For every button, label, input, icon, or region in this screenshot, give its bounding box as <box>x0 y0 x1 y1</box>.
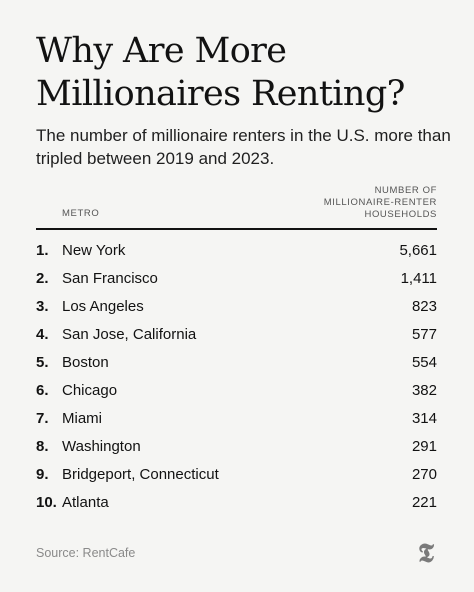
source-note: Source: RentCafe <box>36 546 136 560</box>
nyt-t-logo-icon: 𝕿 <box>418 539 434 569</box>
table-body: 1. New York 5,661 2. San Francisco 1,411… <box>36 236 437 516</box>
row-rank: 1. <box>36 241 49 259</box>
row-rank: 8. <box>36 437 49 455</box>
row-rank: 4. <box>36 325 49 343</box>
table-row: 1. New York 5,661 <box>36 236 437 264</box>
row-metro: San Francisco <box>62 269 158 287</box>
chart-title: Why Are More Millionaires Renting? <box>36 31 405 114</box>
row-metro: San Jose, California <box>62 325 197 343</box>
row-rank: 6. <box>36 381 49 399</box>
table-row: 6. Chicago 382 <box>36 376 437 404</box>
row-metro: Bridgeport, Connecticut <box>62 465 219 483</box>
table-row: 9. Bridgeport, Connecticut 270 <box>36 460 437 488</box>
row-metro: New York <box>62 241 126 259</box>
row-rank: 5. <box>36 353 49 371</box>
row-value: 823 <box>411 297 437 315</box>
table-row: 4. San Jose, California 577 <box>36 320 437 348</box>
table-row: 3. Los Angeles 823 <box>36 292 437 320</box>
header-rule <box>36 228 437 230</box>
column-header-value-line-3: HOUSEHOLDS <box>364 209 437 220</box>
row-rank: 10. <box>36 493 57 511</box>
table-row: 7. Miami 314 <box>36 404 437 432</box>
table-row: 5. Boston 554 <box>36 348 437 376</box>
row-value: 270 <box>411 465 437 483</box>
table-row: 2. San Francisco 1,411 <box>36 264 437 292</box>
column-header-value-line-1: NUMBER OF <box>374 185 437 196</box>
row-value: 382 <box>411 381 437 399</box>
table-row: 8. Washington 291 <box>36 432 437 460</box>
row-metro: Washington <box>62 437 141 455</box>
row-metro: Boston <box>62 353 109 371</box>
row-value: 314 <box>411 409 437 427</box>
row-value: 554 <box>411 353 437 371</box>
row-metro: Atlanta <box>62 493 109 511</box>
row-rank: 7. <box>36 409 49 427</box>
row-value: 1,411 <box>400 269 437 287</box>
row-value: 5,661 <box>399 241 437 259</box>
table-row: 10. Atlanta 221 <box>36 488 437 516</box>
column-header-metro: METRO <box>62 208 100 219</box>
chart-subtitle: The number of millionaire renters in the… <box>36 126 451 168</box>
row-value: 221 <box>411 493 437 511</box>
row-metro: Miami <box>62 409 102 427</box>
row-metro: Los Angeles <box>62 297 144 315</box>
column-header-value: NUMBER OF MILLIONAIRE-RENTER HOUSEHOLDS <box>297 185 437 221</box>
column-header-value-line-2: MILLIONAIRE-RENTER <box>323 197 437 208</box>
row-value: 577 <box>411 325 437 343</box>
row-rank: 9. <box>36 465 49 483</box>
row-value: 291 <box>411 437 437 455</box>
row-metro: Chicago <box>62 381 118 399</box>
row-rank: 2. <box>36 269 49 287</box>
row-rank: 3. <box>36 297 49 315</box>
